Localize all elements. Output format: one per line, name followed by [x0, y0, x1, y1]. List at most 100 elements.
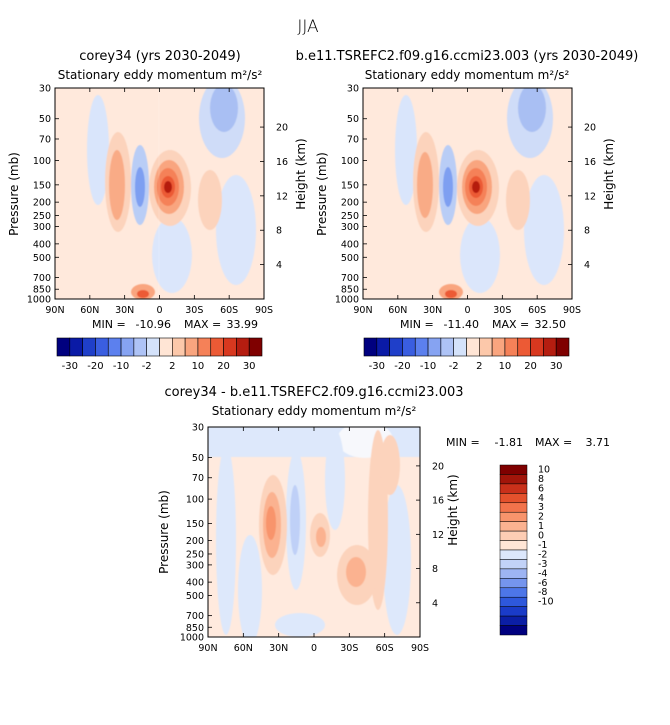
- colorbar-swatch: [389, 337, 403, 357]
- colorbar-swatch: [236, 337, 250, 357]
- colorbar-label: 20: [524, 361, 537, 372]
- colorbar-swatch: [82, 337, 96, 357]
- pressure-tick-label: 500: [341, 253, 359, 264]
- colorbar-label: 2: [169, 361, 175, 372]
- red-jet-main-5: [472, 181, 480, 193]
- pressure-tick-label: 50: [192, 453, 204, 464]
- colorbar-swatch: [159, 337, 173, 357]
- colorbar-swatch: [499, 596, 528, 607]
- pressure-tick-label: 250: [186, 549, 204, 560]
- pressure-tick-label: 500: [186, 591, 204, 602]
- panel-2-ylabel-right: Height (km): [602, 138, 616, 209]
- panel-1-min-value: -10.96: [136, 318, 171, 331]
- lat-tick-label: 60N: [80, 305, 99, 316]
- colorbar-label: -20: [87, 361, 103, 372]
- panel-1-max-label: MAX =: [184, 318, 221, 331]
- colorbar-swatch: [499, 502, 528, 513]
- lat-tick-label: 30S: [493, 305, 511, 316]
- pressure-tick-label: 70: [347, 134, 359, 145]
- height-tick-label: 12: [276, 191, 288, 202]
- panel-3-lat-ticks: 90N 60N 30N 0 30S 60S 90S: [198, 427, 429, 654]
- colorbar-swatch: [555, 337, 570, 357]
- colorbar-label: -2: [142, 361, 152, 372]
- height-tick-label: 20: [584, 123, 596, 134]
- panel-1-title: corey34 (yrs 2030-2049): [79, 49, 240, 64]
- height-tick-label: 4: [432, 598, 438, 609]
- lat-tick-label: 0: [156, 305, 162, 316]
- red-surface-core: [137, 290, 149, 298]
- pressure-tick-label: 30: [39, 84, 51, 95]
- colorbar-swatch: [543, 337, 557, 357]
- blue-band-6: [275, 613, 325, 637]
- red-jet-main-5: [164, 181, 172, 193]
- lat-tick-label: 30N: [269, 643, 288, 654]
- height-tick-label: 8: [432, 564, 438, 575]
- panel-2-contours: [395, 88, 564, 299]
- colorbar-swatch: [210, 337, 224, 357]
- colorbar-label: 1: [538, 521, 544, 532]
- panel-1-lat-ticks: 90N 60N 30N 0 30S 60S 90S: [45, 88, 273, 316]
- panel-3-min-label: MIN =: [446, 436, 480, 449]
- colorbar-swatch: [466, 337, 480, 357]
- colorbar-label: 10: [499, 361, 512, 372]
- colorbar-label: -4: [538, 568, 547, 579]
- pressure-tick-label: 250: [33, 211, 51, 222]
- colorbar-swatch: [197, 337, 212, 357]
- colorbar-swatch: [172, 337, 186, 357]
- pressure-tick-label: 100: [33, 156, 51, 167]
- pressure-tick-label: 400: [341, 239, 359, 250]
- colorbar-swatch: [363, 337, 378, 357]
- page-title: JJA: [297, 17, 319, 37]
- colorbar-swatch: [133, 337, 147, 357]
- colorbar-swatch: [402, 337, 416, 357]
- blue-core-high-right: [518, 88, 546, 132]
- colorbar-swatch: [517, 337, 531, 357]
- pressure-tick-label: 700: [186, 611, 204, 622]
- red-upper-right: [380, 435, 400, 495]
- colorbar-swatch: [107, 337, 122, 357]
- lat-tick-label: 30S: [185, 305, 203, 316]
- pressure-tick-label: 300: [186, 560, 204, 571]
- lat-tick-label: 0: [311, 643, 317, 654]
- blue-band-lower-center: [460, 217, 500, 293]
- panel-2-min-label: MIN =: [400, 318, 434, 331]
- panel-1-ylabel-right: Height (km): [294, 138, 308, 209]
- pressure-tick-label: 200: [186, 536, 204, 547]
- lat-tick-label: 60S: [528, 305, 546, 316]
- colorbar-swatch: [414, 337, 429, 357]
- colorbar-label: 8: [538, 474, 544, 485]
- height-tick-label: 8: [584, 226, 590, 237]
- lat-tick-label: 60S: [376, 643, 394, 654]
- colorbar-label: 20: [217, 361, 230, 372]
- colorbar-swatch: [479, 337, 493, 357]
- pressure-tick-label: 150: [341, 180, 359, 191]
- panel-2-height-ticks: 20 16 12 8 4: [568, 123, 596, 271]
- colorbar-label: 4: [538, 493, 544, 504]
- red-jet-west-inner: [109, 150, 125, 220]
- colorbar-swatch: [499, 578, 528, 589]
- red-arm-east: [506, 170, 530, 230]
- colorbar-label: 6: [538, 483, 544, 494]
- panel-1-min-label: MIN =: [92, 318, 126, 331]
- panel-1-colorbar: -30 -20 -10 -2 2 10 20 30: [56, 337, 263, 372]
- colorbar-label: -10: [538, 597, 554, 608]
- pressure-tick-label: 1000: [27, 295, 51, 306]
- panel-2-max-value: 32.50: [535, 318, 567, 331]
- colorbar-swatch: [223, 337, 237, 357]
- colorbar-label: -30: [369, 361, 385, 372]
- red-eq-core: [316, 527, 326, 547]
- blue-band-lower-center: [152, 217, 192, 293]
- colorbar-label: -20: [394, 361, 410, 372]
- colorbar-swatch: [499, 493, 528, 504]
- colorbar-swatch: [184, 337, 199, 357]
- red-jet-30n-core: [266, 506, 276, 540]
- colorbar-swatch: [499, 606, 528, 617]
- height-tick-label: 12: [432, 530, 444, 541]
- lat-tick-label: 90S: [255, 305, 273, 316]
- lat-tick-label: 90S: [411, 643, 429, 654]
- colorbar-label: -30: [62, 361, 78, 372]
- panel-3-ylabel: Pressure (mb): [157, 490, 171, 574]
- colorbar-swatch: [499, 474, 528, 485]
- panel-3-ylabel-right: Height (km): [446, 474, 460, 545]
